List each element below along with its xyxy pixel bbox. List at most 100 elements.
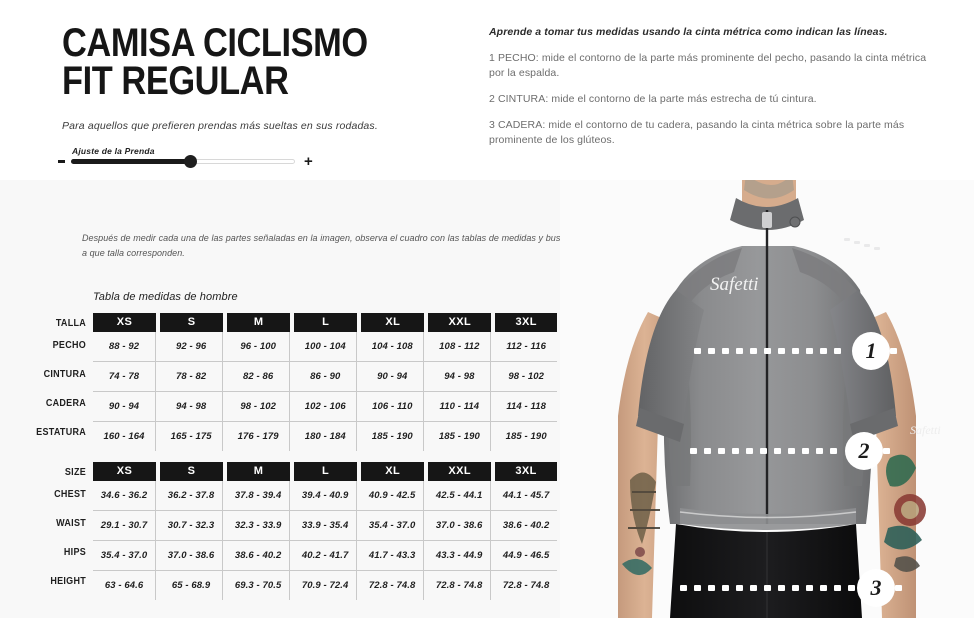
dash-segment	[704, 448, 711, 454]
dash-segment	[694, 585, 701, 591]
size-header-3xl: 3XL	[495, 313, 557, 332]
instruction-item-chest: 1 PECHO: mide el contorno de la parte má…	[489, 52, 927, 79]
cell-cintura-3xl: 98 - 102	[495, 362, 557, 392]
table-row: 34.6 - 36.2 36.2 - 37.8 37.8 - 39.4 39.4 - …	[93, 481, 557, 511]
cell-estatura-xxl: 185 - 190	[428, 422, 492, 451]
size-header-l: L	[294, 313, 358, 332]
cell-gap	[290, 541, 295, 571]
waist-dash-line	[690, 448, 848, 454]
cell-hips-xxl: 43.3 - 44.9	[428, 541, 492, 571]
cell-hips-l: 40.2 - 41.7	[294, 541, 358, 571]
cell-hips-3xl: 44.9 - 46.5	[495, 541, 557, 571]
cell-pecho-s: 92 - 96	[160, 332, 224, 362]
cell-waist-xs: 29.1 - 30.7	[93, 511, 157, 541]
table-row: 29.1 - 30.7 30.7 - 32.3 32.3 - 33.9 33.9 - …	[93, 511, 557, 541]
dash-segment	[895, 585, 902, 591]
cell-height-xl: 72.8 - 74.8	[361, 571, 425, 600]
table-row: 160 - 164 165 - 175 176 - 179 180 - 184 185 …	[93, 422, 557, 451]
table-row: 63 - 64.6 65 - 68.9 69.3 - 70.5 70.9 - 72.4…	[93, 571, 557, 600]
cell-estatura-3xl: 185 - 190	[505, 431, 547, 442]
callout-badge-1: 1	[852, 332, 890, 370]
row-label-chest: CHEST	[54, 489, 86, 500]
dash-segment	[680, 585, 687, 591]
dash-segment	[708, 585, 715, 591]
cell-cadera-xxl: 110 - 114	[428, 392, 492, 422]
metric-size-table: XS S M L XL XXL 3XL 88 - 92 92 - 96 96 - 100 100 -…	[93, 313, 557, 451]
cell-hips-s: 37.0 - 38.6	[160, 541, 224, 571]
row-label-size: SIZE	[64, 467, 86, 478]
row-label-cadera: CADERA	[45, 398, 86, 409]
imperial-table: XS S M L XL XXL 3XL 34.6 - 36.2 36.2 - 37.8 37.8 …	[93, 462, 557, 600]
dash-segment	[694, 348, 701, 354]
cell-gap	[357, 481, 362, 511]
cell-pecho-l: 100 - 104	[294, 332, 358, 362]
hips-dash-line	[680, 585, 858, 591]
row-label-height: HEIGHT	[50, 576, 86, 587]
measuring-instructions: Aprende a tomar tus medidas usando la ci…	[489, 26, 944, 159]
dash-segment	[802, 448, 809, 454]
garment-fit-slider[interactable]: Ajuste de la Prenda +	[58, 146, 318, 178]
cell-gap	[357, 541, 362, 571]
jersey-brand-logo: Safetti	[710, 274, 759, 295]
dash-segment	[816, 448, 823, 454]
cell-hips-m: 38.6 - 40.2	[227, 541, 291, 571]
slider-thumb[interactable]	[184, 155, 197, 168]
cyclist-illustration: Safetti Safetti	[560, 180, 974, 618]
dash-segment	[764, 585, 771, 591]
dash-segment	[764, 348, 771, 354]
cell-gap	[223, 481, 228, 511]
cell-height-xxl: 72.8 - 74.8	[428, 571, 492, 600]
row-label-cintura: CINTURA	[43, 369, 86, 380]
dash-segment	[830, 448, 837, 454]
table-row: 90 - 94 94 - 98 98 - 102 102 - 106 106 - 110…	[93, 392, 557, 422]
cell-gap	[491, 511, 496, 541]
cell-gap	[424, 332, 429, 362]
tattoo-left	[622, 472, 660, 576]
dash-segment	[792, 348, 799, 354]
tattoo-right	[884, 454, 926, 572]
cell-gap	[223, 362, 228, 392]
dash-segment	[774, 448, 781, 454]
size-header-xs: XS	[93, 313, 157, 332]
callout-badge-3: 3	[857, 569, 895, 607]
cell-gap	[357, 362, 362, 392]
cell-gap	[290, 362, 295, 392]
table-row: 35.4 - 37.0 37.0 - 38.6 38.6 - 40.2 40.2 - …	[93, 541, 557, 571]
sleeve-brand-logo: Safetti	[910, 423, 941, 437]
cell-gap	[424, 511, 429, 541]
cell-waist-3xl: 38.6 - 40.2	[495, 511, 557, 541]
cell-gap	[290, 392, 295, 422]
dash-segment	[792, 585, 799, 591]
cell-gap	[290, 481, 295, 511]
cell-gap	[424, 362, 429, 392]
cell-gap	[424, 481, 429, 511]
cell-estatura-m: 176 - 179	[227, 422, 291, 451]
size-header-m: M	[227, 313, 291, 332]
cell-cadera-s: 94 - 98	[160, 392, 224, 422]
minus-icon[interactable]	[58, 160, 65, 163]
dash-segment	[736, 348, 743, 354]
cell-waist-s: 30.7 - 32.3	[160, 511, 224, 541]
size-header-l: L	[294, 462, 358, 481]
reflective-dots	[844, 238, 880, 250]
plus-icon[interactable]: +	[304, 153, 313, 170]
cell-cintura-l: 86 - 90	[294, 362, 358, 392]
cell-waist-l: 33.9 - 35.4	[294, 511, 358, 541]
cell-estatura-s: 165 - 175	[160, 422, 224, 451]
cell-pecho-xxl: 108 - 112	[428, 332, 492, 362]
dash-segment	[718, 448, 725, 454]
size-header-3xl: 3XL	[495, 462, 557, 481]
cell-estatura-xl: 185 - 190	[361, 422, 425, 451]
instruction-item-waist: 2 CINTURA: mide el contorno de la parte …	[489, 93, 817, 105]
metric-table-caption: Tabla de medidas de hombre	[93, 291, 238, 303]
cell-waist-xxl: 37.0 - 38.6	[428, 511, 492, 541]
cell-cintura-xs: 74 - 78	[93, 362, 157, 392]
slider-label: Ajuste de la Prenda	[72, 146, 155, 156]
cell-height-xs: 63 - 64.6	[93, 571, 157, 600]
cell-chest-3xl: 44.1 - 45.7	[495, 481, 557, 511]
top-band	[0, 0, 974, 180]
cell-pecho-3xl: 112 - 116	[495, 332, 557, 362]
dash-segment	[778, 585, 785, 591]
cell-gap	[156, 392, 161, 422]
